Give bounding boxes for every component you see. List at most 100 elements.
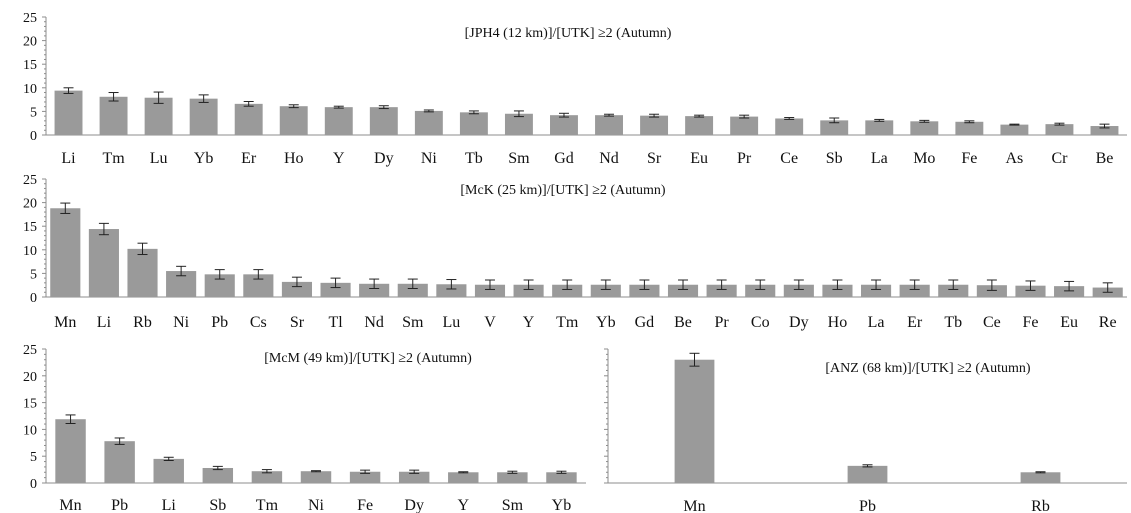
y-tick-label-mcm: 5 (30, 450, 37, 465)
x-tick-label-anz-mn: Mn (683, 498, 705, 513)
bar-jph4-ho (279, 106, 308, 135)
error-bar-mck-eu (1064, 280, 1075, 292)
x-tick-label-mck-er: Er (907, 314, 923, 331)
bar-jph4-la (865, 120, 894, 135)
x-tick-label-jph4-ho: Ho (284, 150, 304, 167)
bar-jph4-li (54, 90, 83, 135)
x-tick-label-mck-sm: Sm (402, 314, 424, 331)
x-tick-label-mcm-ni: Ni (308, 497, 325, 513)
error-bar-jph4-sm (513, 110, 524, 118)
x-tick-label-mcm-mn: Mn (59, 497, 81, 513)
error-bar-mcm-yb (556, 470, 567, 474)
bar-jph4-eu (685, 116, 714, 135)
bar-jph4-y (324, 107, 353, 135)
bar-mck-dy (783, 284, 814, 297)
bar-jph4-lu (144, 97, 173, 135)
error-bar-mck-tb (948, 279, 959, 290)
x-tick-label-mcm-tm: Tm (256, 497, 279, 513)
error-bar-mck-tl (330, 277, 341, 289)
error-bar-mcm-fe (360, 469, 371, 474)
error-bar-mck-er (909, 279, 920, 290)
x-tick-label-mck-rb: Rb (133, 314, 152, 331)
bar-mcm-dy (398, 471, 430, 483)
bar-mcm-yb (546, 472, 577, 483)
bar-jph4-be (1090, 126, 1119, 135)
x-tick-label-mcm-dy: Dy (404, 497, 424, 513)
x-tick-label-mck-tm: Tm (556, 314, 579, 331)
y-tick-label-mck: 15 (23, 220, 37, 235)
error-bar-mck-co (755, 279, 766, 290)
bar-mck-rb (127, 248, 158, 297)
y-tick-label-jph4: 25 (23, 11, 37, 26)
error-bar-jph4-tb (468, 110, 479, 115)
bar-mcm-sm (497, 472, 528, 483)
error-bar-mcm-y (458, 471, 469, 474)
bar-mck-tb (938, 284, 969, 297)
bar-anz-rb (1020, 472, 1061, 483)
x-tick-label-mck-pb: Pb (211, 314, 228, 331)
bar-mck-pr (706, 284, 737, 297)
bar-mck-fe (1015, 285, 1046, 297)
bar-mck-yb (590, 284, 621, 297)
error-bar-mck-yb (600, 279, 611, 290)
x-tick-label-mck-ce: Ce (983, 314, 1001, 331)
bar-jph4-nd (595, 115, 623, 135)
error-bar-mck-rb (137, 242, 148, 256)
bar-jph4-dy (369, 107, 398, 135)
y-tick-label-jph4: 5 (30, 105, 37, 120)
x-tick-label-jph4-mo: Mo (913, 150, 935, 167)
x-tick-label-jph4-as: As (1006, 150, 1024, 167)
error-bar-jph4-ni (423, 109, 434, 113)
x-tick-label-anz-rb: Rb (1031, 498, 1050, 513)
chart-title-mcm: [McM (49 km)]/[UTK] ≥2 (Autumn) (264, 351, 472, 366)
error-bar-mcm-dy (409, 469, 420, 474)
x-tick-label-jph4-sb: Sb (826, 150, 843, 167)
bar-jph4-er (234, 103, 263, 135)
y-tick-label-mcm: 15 (23, 397, 37, 412)
bar-jph4-sm (504, 113, 533, 135)
error-bar-mcm-ni (311, 470, 321, 473)
x-tick-label-jph4-pr: Pr (737, 150, 752, 167)
bar-jph4-gd (550, 115, 578, 135)
bar-mck-v (474, 284, 506, 297)
error-bar-mck-ho (832, 279, 843, 290)
error-bar-mcm-mn (65, 414, 76, 425)
bar-mck-gd (629, 284, 660, 297)
bar-jph4-sr (640, 115, 669, 135)
bar-jph4-pr (730, 116, 759, 135)
x-tick-label-mcm-yb: Yb (552, 497, 572, 513)
error-bar-jph4-eu (694, 114, 705, 118)
x-tick-label-jph4-ce: Ce (780, 150, 798, 167)
error-bar-mcm-sb (212, 465, 223, 471)
error-bar-mck-li (98, 222, 109, 236)
x-tick-label-jph4-sm: Sm (508, 150, 530, 167)
y-tick-label-mcm: 20 (23, 370, 37, 385)
bar-mck-sr (281, 281, 313, 297)
x-tick-label-jph4-eu: Eu (690, 150, 708, 167)
x-tick-label-jph4-y: Y (333, 150, 345, 167)
error-bar-anz-mn (689, 352, 700, 367)
x-tick-label-jph4-fe: Fe (961, 150, 977, 167)
error-bar-mck-sm (407, 278, 418, 290)
x-tick-label-mck-li: Li (97, 314, 112, 331)
error-bar-mck-nd (369, 278, 380, 290)
bar-mcm-sb (202, 467, 234, 483)
x-tick-label-jph4-yb: Yb (194, 150, 214, 167)
x-tick-label-mck-cs: Cs (250, 314, 267, 331)
x-tick-label-mck-be: Be (674, 314, 692, 331)
error-bar-mck-ni (176, 265, 187, 277)
error-bar-anz-pb (862, 464, 873, 468)
bar-mck-tm (552, 284, 583, 297)
x-tick-label-jph4-tb: Tb (465, 150, 483, 167)
x-tick-label-mcm-sb: Sb (209, 497, 226, 513)
x-tick-label-mcm-li: Li (162, 497, 177, 513)
error-bar-jph4-dy (378, 105, 389, 110)
chart-mck: [McK (25 km)]/[UTK] ≥2 (Autumn) 0 5 10 15 20… (23, 173, 1127, 331)
error-bar-mck-mn (60, 202, 71, 214)
error-bar-mck-fe (1025, 280, 1036, 291)
error-bar-jph4-sr (649, 113, 660, 118)
x-tick-label-jph4-gd: Gd (554, 150, 574, 167)
error-bar-mcm-pb (114, 437, 125, 445)
bar-anz-mn (674, 359, 715, 483)
